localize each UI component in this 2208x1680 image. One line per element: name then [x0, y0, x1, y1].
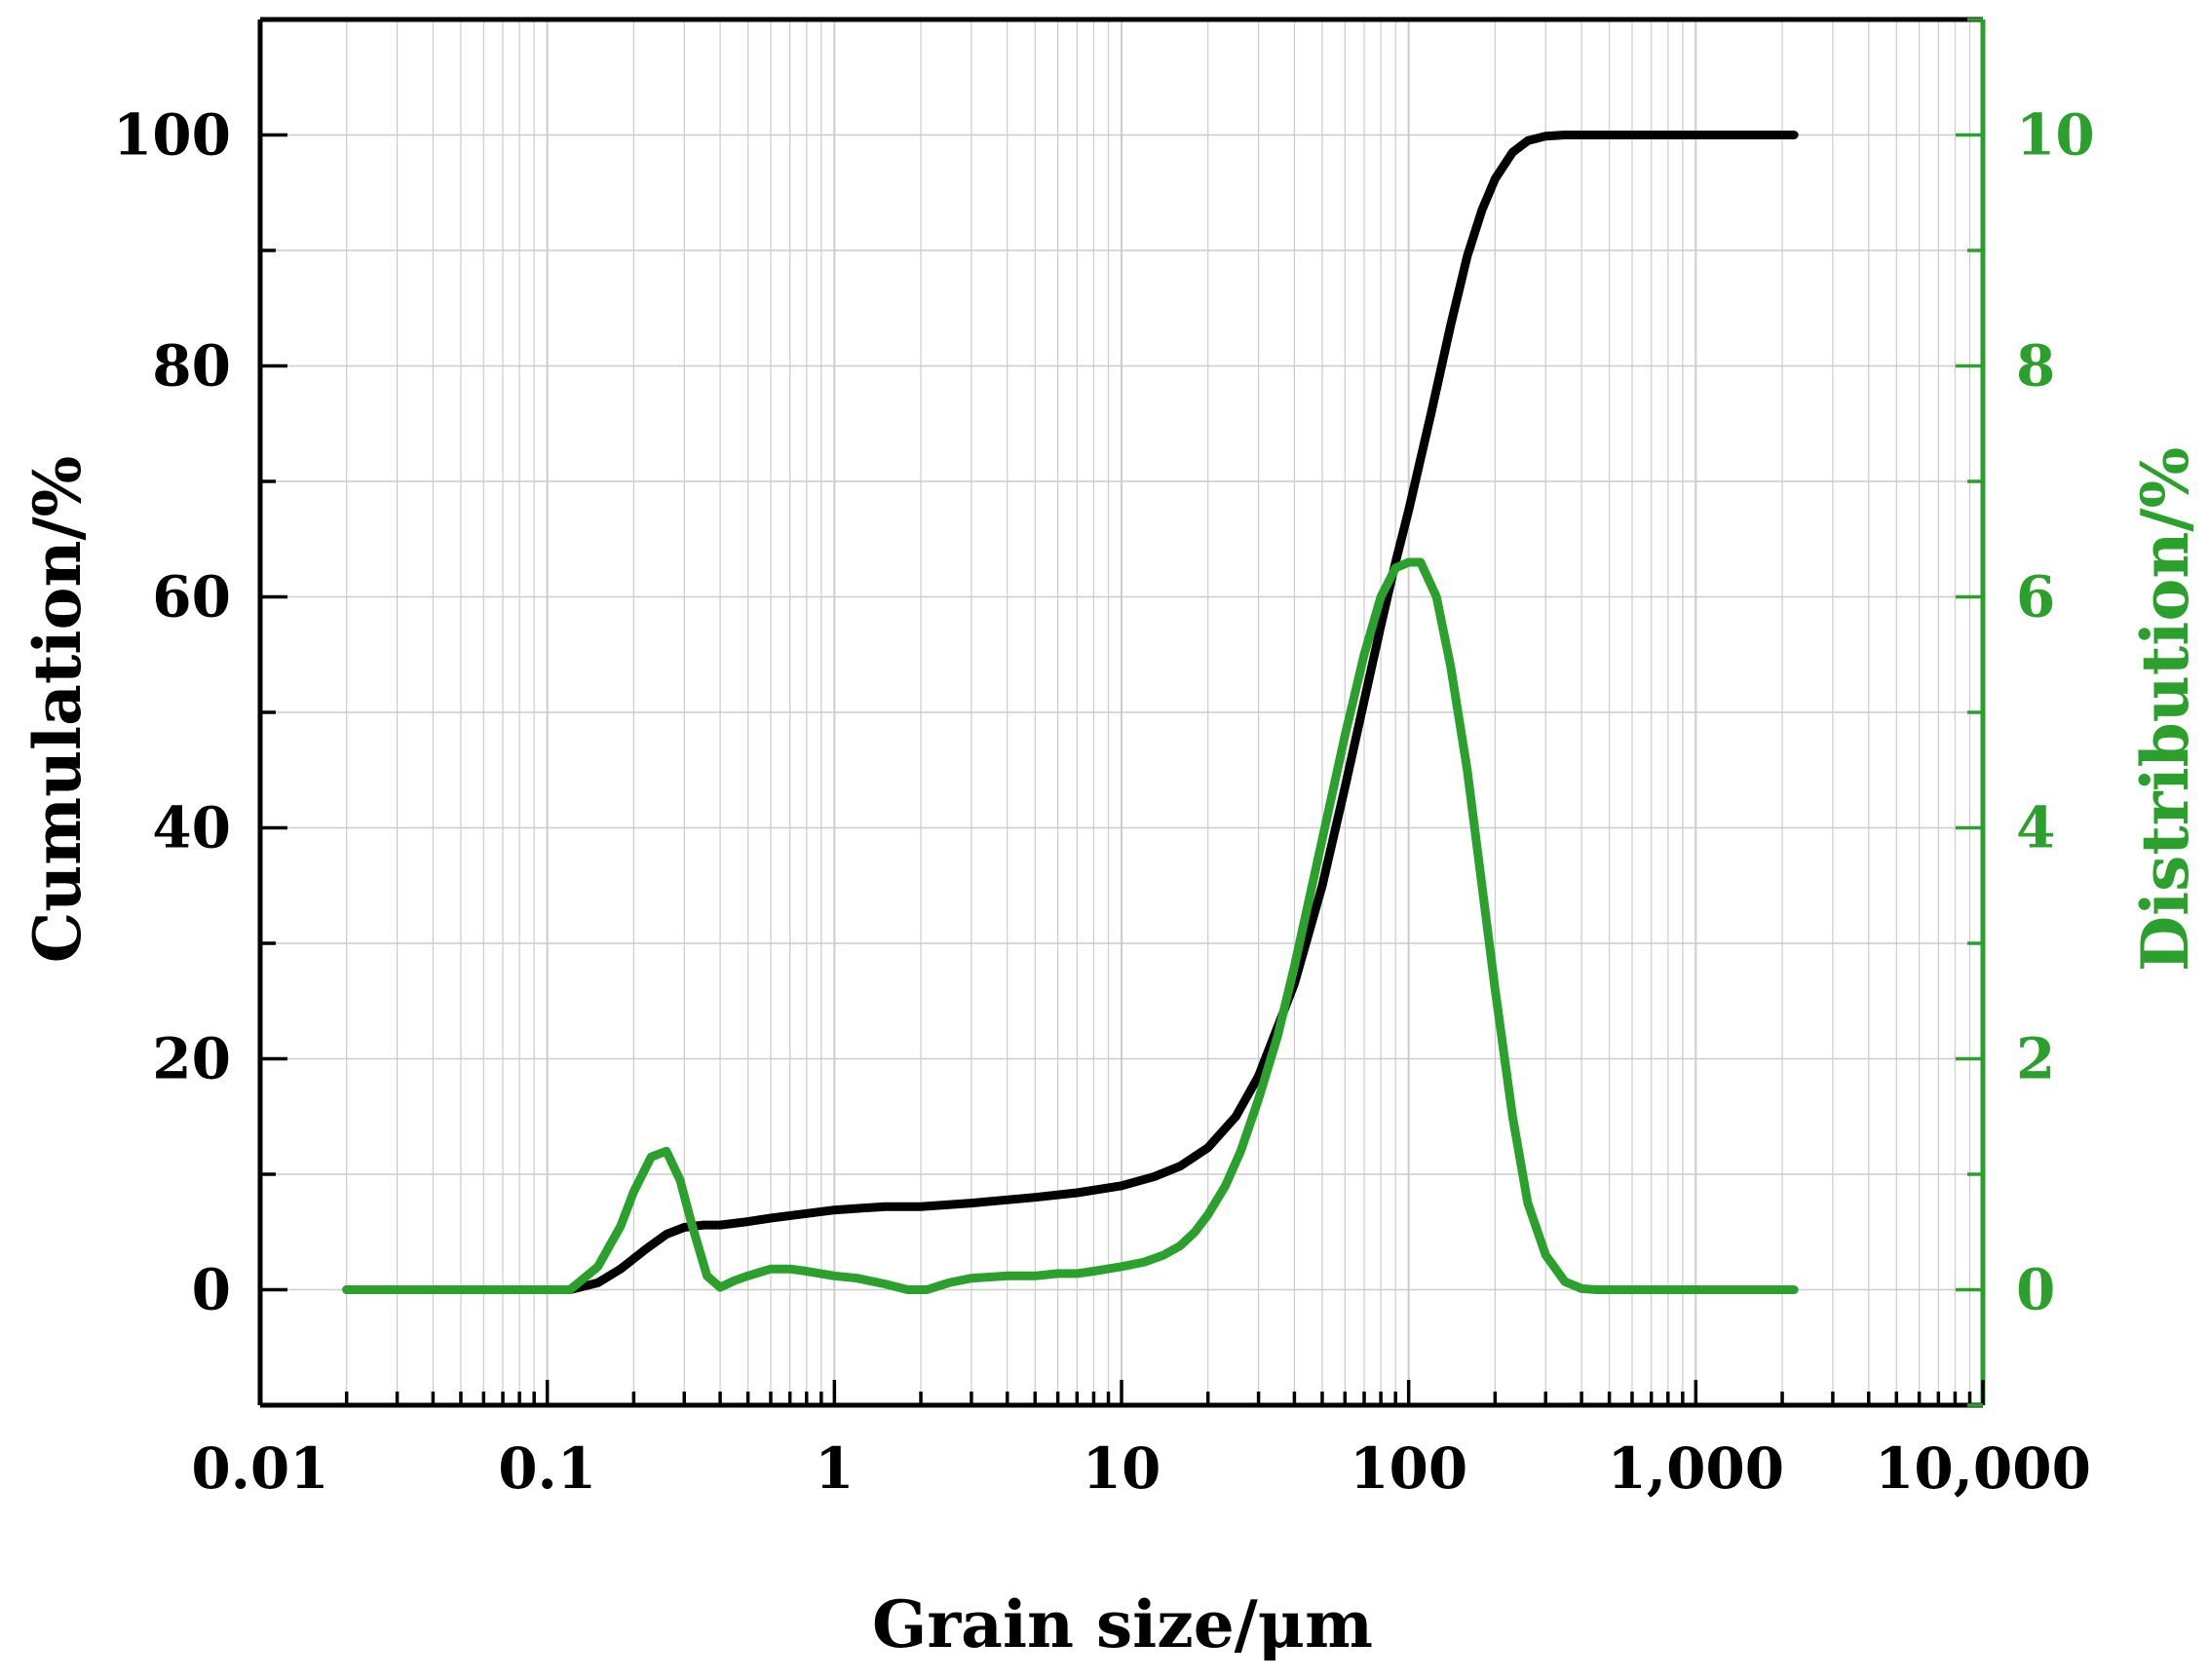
grid — [259, 19, 1983, 1406]
y2-tick-label: 10 — [2016, 102, 2095, 169]
y-tick-label: 100 — [113, 102, 231, 169]
x-tick-label: 10 — [1083, 1435, 1161, 1502]
y-tick-label: 40 — [152, 795, 231, 861]
y2-axis-title: Distribution/% — [2127, 447, 2203, 972]
x-axis-title: Grain size/μm — [872, 1586, 1373, 1662]
x-tick-label: 0.01 — [191, 1435, 328, 1502]
y-tick-label: 80 — [152, 333, 231, 400]
tick-label-layer: 0.01 0.1 1 10 100 1,000 10,000 0 20 40 60 80 100 0 2 4 6… — [113, 102, 2095, 1503]
y-axis-title: Cumulation/% — [19, 456, 95, 964]
y-tick-label: 20 — [152, 1026, 231, 1092]
distribution-line — [342, 557, 1799, 1294]
y-tick-label: 60 — [152, 564, 231, 630]
y-tick-label: 0 — [192, 1257, 231, 1323]
y2-tick-label: 8 — [2016, 333, 2055, 400]
y2-tick-label: 0 — [2016, 1257, 2055, 1323]
x-tick-label: 0.1 — [498, 1435, 596, 1502]
y2-tick-label: 2 — [2016, 1026, 2055, 1092]
x-tick-label: 10,000 — [1875, 1435, 2091, 1502]
series-layer — [342, 131, 1799, 1294]
tick-layer — [258, 18, 1985, 1407]
x-tick-label: 1,000 — [1608, 1435, 1785, 1502]
y2-tick-label: 6 — [2016, 564, 2055, 630]
y2-tick-label: 4 — [2016, 795, 2055, 861]
x-tick-label: 1 — [815, 1435, 854, 1502]
x-tick-label: 100 — [1350, 1435, 1467, 1502]
